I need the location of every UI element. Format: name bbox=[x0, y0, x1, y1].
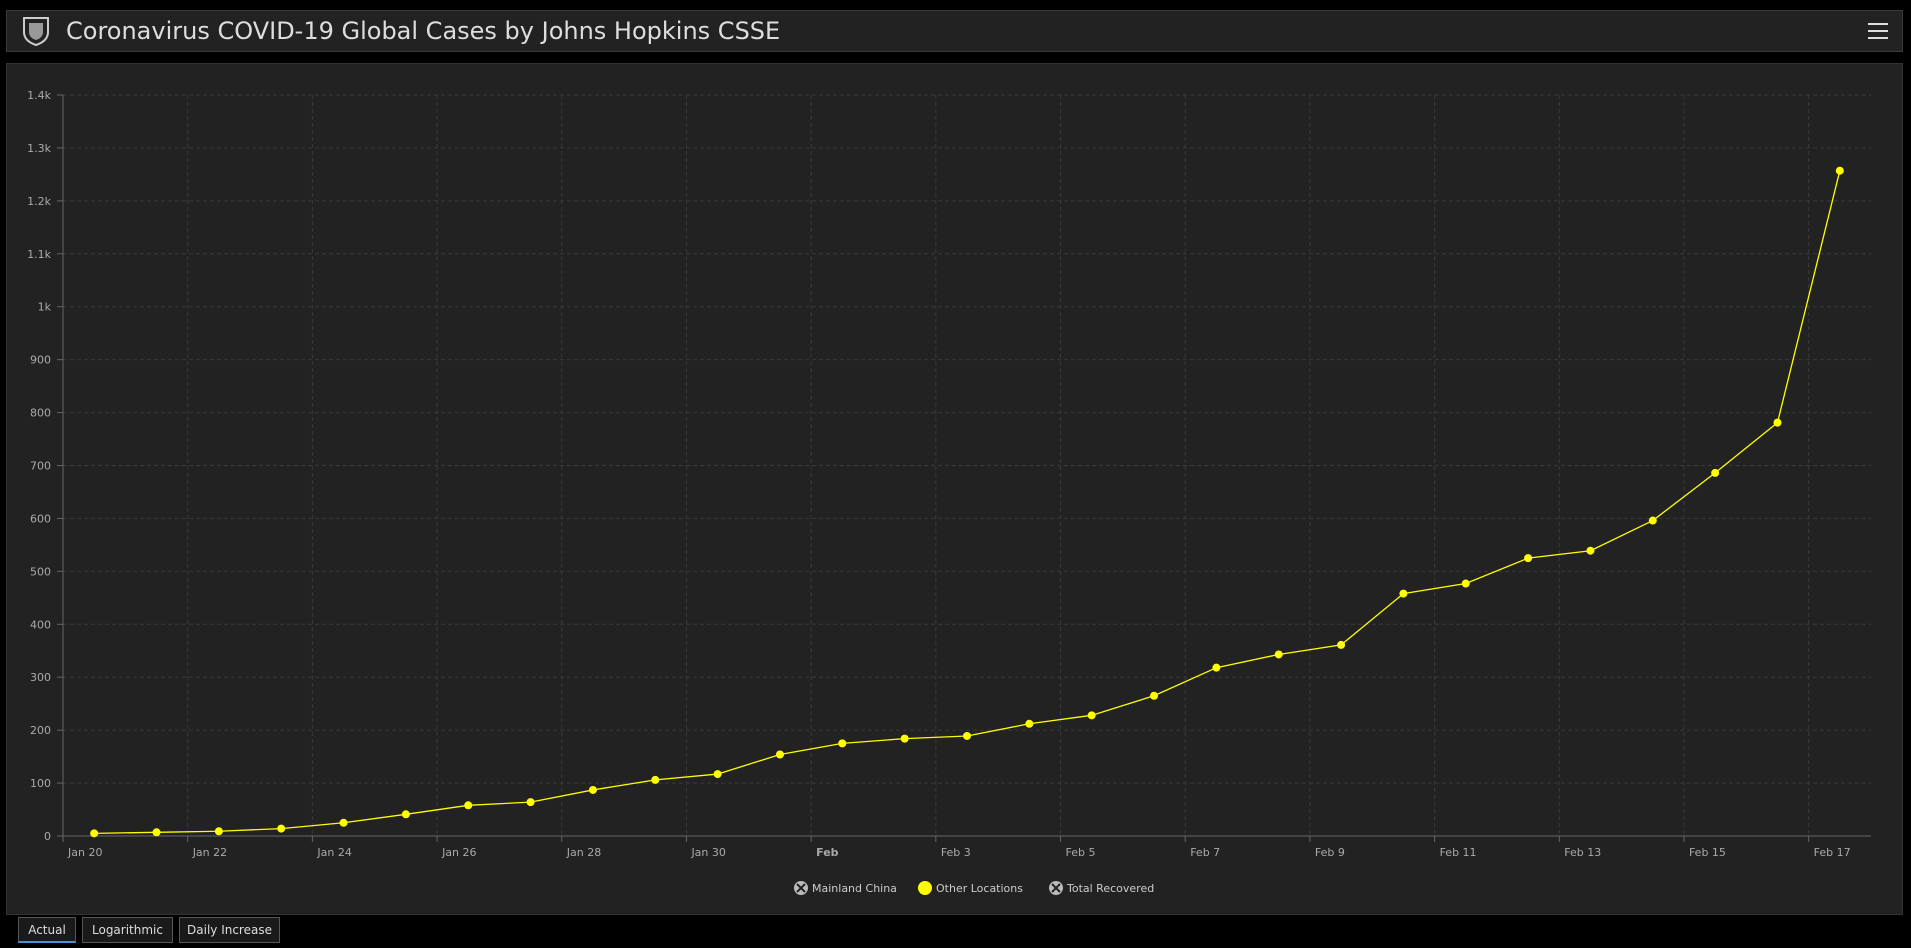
x-tick-label: Feb 15 bbox=[1689, 846, 1726, 859]
x-tick-label: Jan 20 bbox=[67, 846, 102, 859]
data-point bbox=[1399, 589, 1408, 598]
y-tick-label: 100 bbox=[30, 777, 51, 790]
data-point bbox=[775, 750, 784, 759]
legend-label: Mainland China bbox=[812, 882, 897, 895]
x-tick-label: Feb 11 bbox=[1440, 846, 1477, 859]
x-tick-label: Jan 30 bbox=[690, 846, 725, 859]
y-tick-label: 1.3k bbox=[27, 142, 51, 155]
menu-button[interactable] bbox=[1868, 21, 1890, 41]
data-point bbox=[277, 824, 286, 833]
y-tick-label: 1k bbox=[38, 301, 52, 314]
legend-disabled-icon bbox=[1051, 883, 1061, 893]
data-point bbox=[1773, 418, 1782, 427]
y-tick-label: 300 bbox=[30, 671, 51, 684]
y-tick-label: 800 bbox=[30, 407, 51, 420]
y-tick-label: 700 bbox=[30, 460, 51, 473]
x-tick-label: Feb bbox=[816, 846, 839, 859]
x-tick-label: Feb 17 bbox=[1814, 846, 1851, 859]
tab[interactable]: Actual bbox=[18, 917, 76, 943]
x-tick-label: Feb 13 bbox=[1564, 846, 1601, 859]
tab[interactable]: Daily Increase bbox=[179, 917, 280, 943]
x-tick-label: Feb 5 bbox=[1066, 846, 1096, 859]
y-tick-label: 600 bbox=[30, 512, 51, 525]
data-point bbox=[1337, 640, 1346, 649]
data-point bbox=[1025, 719, 1034, 728]
y-tick-label: 400 bbox=[30, 618, 51, 631]
data-point bbox=[1150, 691, 1159, 700]
data-point bbox=[838, 739, 847, 748]
x-tick-label: Feb 9 bbox=[1315, 846, 1345, 859]
data-point bbox=[90, 829, 99, 838]
data-point bbox=[963, 731, 971, 740]
x-tick-label: Jan 24 bbox=[316, 846, 351, 859]
data-point bbox=[1648, 516, 1657, 525]
y-tick-label: 1.1k bbox=[27, 248, 51, 261]
x-tick-label: Jan 22 bbox=[192, 846, 227, 859]
legend-item[interactable]: Other Locations bbox=[918, 881, 1023, 895]
data-point bbox=[339, 818, 348, 827]
data-point bbox=[588, 785, 597, 794]
data-point bbox=[526, 798, 535, 807]
data-point bbox=[651, 775, 660, 784]
logo bbox=[23, 17, 49, 47]
legend-label: Other Locations bbox=[936, 882, 1023, 895]
data-point bbox=[900, 734, 909, 743]
y-tick-label: 1.2k bbox=[27, 195, 51, 208]
page-title: Coronavirus COVID-19 Global Cases by Joh… bbox=[66, 17, 781, 45]
legend-disabled-icon bbox=[796, 883, 806, 893]
data-point bbox=[1711, 468, 1720, 477]
y-tick-label: 1.4k bbox=[27, 89, 51, 102]
legend-item[interactable]: Mainland China bbox=[794, 881, 897, 895]
data-point bbox=[1461, 579, 1470, 588]
y-tick-label: 900 bbox=[30, 354, 51, 367]
data-point bbox=[1087, 711, 1096, 720]
y-tick-label: 200 bbox=[30, 724, 51, 737]
legend-marker bbox=[918, 881, 932, 895]
data-point bbox=[1835, 166, 1844, 175]
x-tick-label: Feb 7 bbox=[1190, 846, 1220, 859]
data-point bbox=[152, 828, 161, 837]
header-bar: Coronavirus COVID-19 Global Cases by Joh… bbox=[6, 10, 1903, 52]
data-point bbox=[1212, 663, 1221, 672]
x-tick-label: Jan 28 bbox=[566, 846, 601, 859]
legend-item[interactable]: Total Recovered bbox=[1049, 881, 1154, 895]
data-point bbox=[1524, 554, 1533, 563]
y-tick-label: 0 bbox=[44, 830, 51, 843]
data-point bbox=[214, 827, 223, 836]
data-point bbox=[401, 810, 410, 819]
chart-panel bbox=[6, 63, 1903, 915]
data-point bbox=[713, 770, 722, 779]
y-tick-label: 500 bbox=[30, 565, 51, 578]
x-tick-label: Feb 3 bbox=[941, 846, 971, 859]
data-point bbox=[1586, 546, 1595, 555]
data-point bbox=[1274, 650, 1283, 659]
x-tick-label: Jan 26 bbox=[441, 846, 476, 859]
data-point bbox=[464, 801, 473, 810]
tab[interactable]: Logarithmic bbox=[82, 917, 173, 943]
legend-label: Total Recovered bbox=[1066, 882, 1154, 895]
